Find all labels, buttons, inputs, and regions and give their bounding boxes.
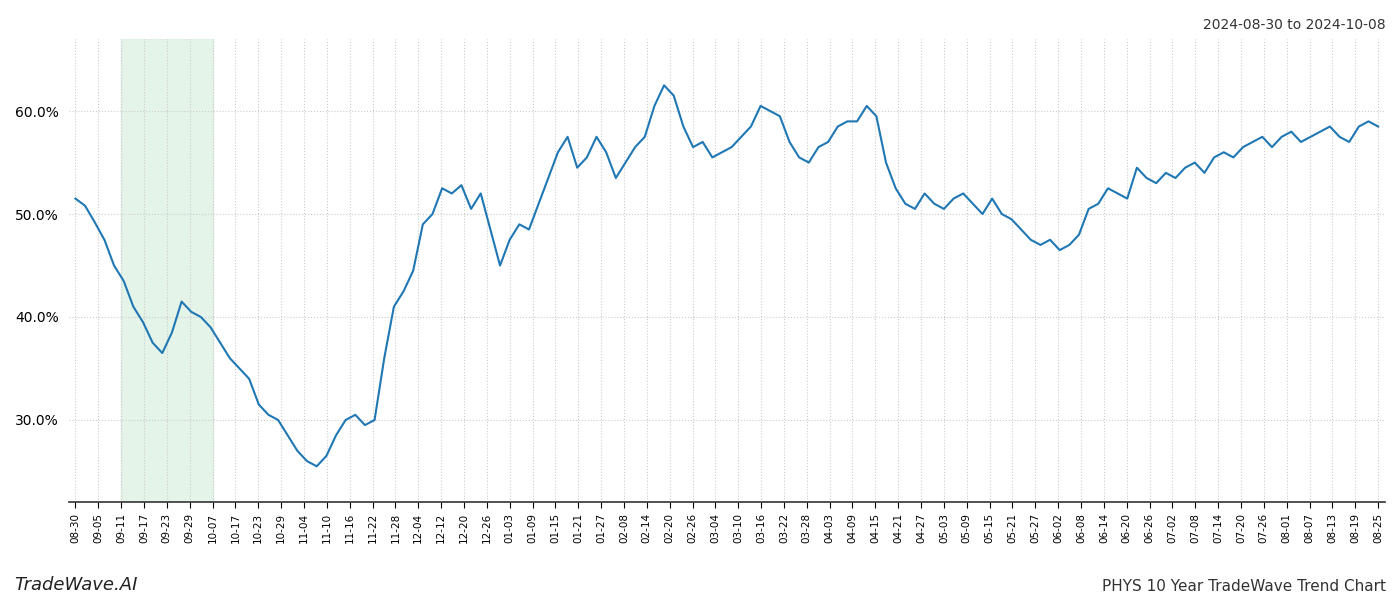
Text: 2024-08-30 to 2024-10-08: 2024-08-30 to 2024-10-08 bbox=[1204, 18, 1386, 32]
Text: TradeWave.AI: TradeWave.AI bbox=[14, 576, 137, 594]
Bar bbox=[122, 39, 213, 502]
Text: PHYS 10 Year TradeWave Trend Chart: PHYS 10 Year TradeWave Trend Chart bbox=[1102, 579, 1386, 594]
